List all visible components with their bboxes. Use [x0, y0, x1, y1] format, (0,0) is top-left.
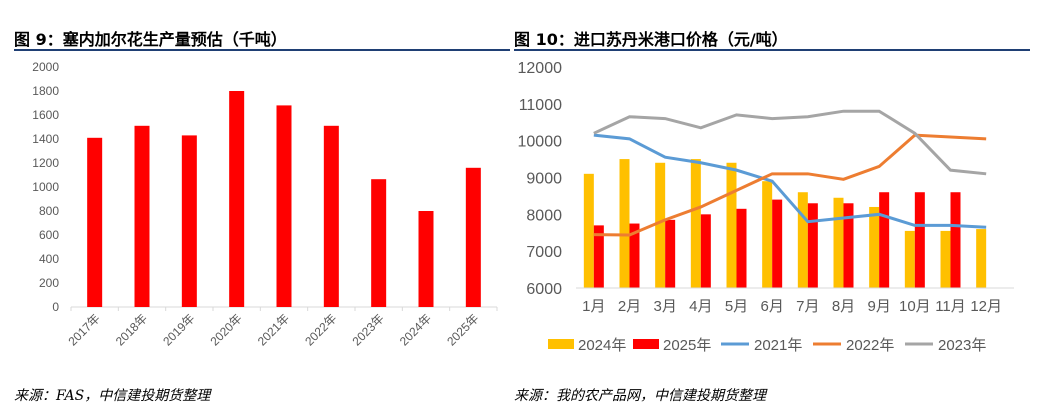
bar-2024年	[655, 162, 666, 288]
y-tick-label: 1800	[32, 84, 59, 98]
bar-2024年	[976, 229, 987, 288]
x-tick-label: 10月	[899, 298, 931, 315]
legend-label: 2021年	[754, 337, 802, 354]
bar-2024年	[833, 197, 844, 288]
bar-2025年	[629, 223, 640, 288]
bar-2025年	[914, 192, 925, 288]
title-divider	[14, 49, 510, 51]
bar	[276, 105, 292, 308]
legend-label: 2025年	[663, 337, 711, 354]
x-tick-label: 2022年	[302, 311, 339, 348]
bar	[134, 125, 150, 307]
x-tick-label: 9月	[867, 298, 890, 315]
y-tick-label: 0	[52, 300, 59, 314]
y-tick-label: 8000	[526, 207, 562, 224]
bar-2024年	[583, 173, 594, 288]
y-tick-label: 11000	[519, 97, 562, 114]
bar	[229, 91, 245, 307]
y-tick-label: 9000	[526, 171, 562, 188]
x-tick-label: 5月	[725, 298, 748, 315]
bar	[465, 167, 481, 307]
legend-label: 2022年	[846, 337, 894, 354]
y-tick-label: 2000	[32, 60, 59, 74]
y-tick-label: 1400	[32, 132, 59, 146]
x-tick-label: 1月	[582, 298, 605, 315]
legend-swatch	[633, 339, 659, 349]
bar	[181, 135, 197, 307]
x-tick-label: 2月	[618, 298, 641, 315]
legend-label: 2024年	[578, 337, 626, 354]
x-tick-label: 2021年	[255, 311, 292, 348]
x-tick-label: 12月	[970, 298, 1002, 315]
bar-2025年	[665, 219, 676, 288]
bar	[371, 179, 387, 307]
x-tick-label: 8月	[832, 298, 855, 315]
bar-2025年	[700, 214, 711, 288]
x-tick-label: 6月	[760, 298, 783, 315]
bar-2025年	[879, 192, 890, 288]
left-source-note: 来源：FAS，中信建投期货整理	[14, 388, 211, 404]
bar-2024年	[690, 159, 701, 288]
legend-swatch	[548, 339, 574, 349]
right-source-note: 来源：我的农产品网，中信建投期货整理	[514, 388, 766, 404]
bar-2025年	[950, 192, 961, 288]
x-tick-label: 7月	[796, 298, 819, 315]
bar	[323, 125, 339, 307]
title-divider	[514, 49, 1030, 51]
bar-2024年	[619, 159, 630, 288]
bar-2024年	[869, 206, 880, 288]
y-tick-label: 12000	[518, 60, 563, 77]
bar-2025年	[736, 208, 747, 288]
x-tick-label: 2017年	[66, 311, 103, 348]
bar-2025年	[807, 203, 818, 288]
right-chart-title: 图 10：进口苏丹米港口价格（元/吨）	[514, 30, 788, 49]
x-tick-label: 4月	[689, 298, 712, 315]
y-tick-label: 1000	[32, 180, 59, 194]
bar-2025年	[772, 199, 783, 288]
bar	[418, 211, 434, 307]
bar-2025年	[593, 225, 604, 288]
line-2021年	[593, 133, 987, 229]
bar-2024年	[940, 230, 951, 288]
x-tick-label: 2018年	[113, 311, 150, 348]
y-tick-label: 1600	[32, 108, 59, 122]
y-tick-label: 10000	[518, 134, 563, 151]
x-tick-label: 11月	[935, 298, 966, 315]
x-tick-label: 2020年	[208, 311, 245, 348]
y-tick-label: 6000	[526, 281, 562, 298]
x-tick-label: 3月	[653, 298, 676, 315]
bar-2024年	[762, 181, 773, 288]
legend-label: 2023年	[938, 337, 986, 354]
bar-2024年	[797, 192, 808, 288]
bar-2024年	[726, 162, 737, 288]
left-chart-title: 图 9：塞内加尔花生产量预估（千吨）	[14, 30, 287, 49]
x-tick-label: 2019年	[160, 311, 197, 348]
x-tick-label: 2025年	[444, 311, 481, 348]
x-tick-label: 2024年	[397, 311, 434, 348]
bar-2025年	[843, 203, 854, 288]
y-tick-label: 200	[39, 276, 59, 290]
y-tick-label: 7000	[526, 244, 562, 261]
y-tick-label: 1200	[32, 156, 59, 170]
line-2023年	[593, 109, 987, 176]
bar-2024年	[904, 230, 915, 288]
y-tick-label: 400	[39, 252, 59, 266]
y-tick-label: 600	[39, 228, 59, 242]
bar	[87, 137, 103, 307]
line-2022年	[593, 133, 987, 237]
y-tick-label: 800	[39, 204, 59, 218]
x-tick-label: 2023年	[350, 311, 387, 348]
